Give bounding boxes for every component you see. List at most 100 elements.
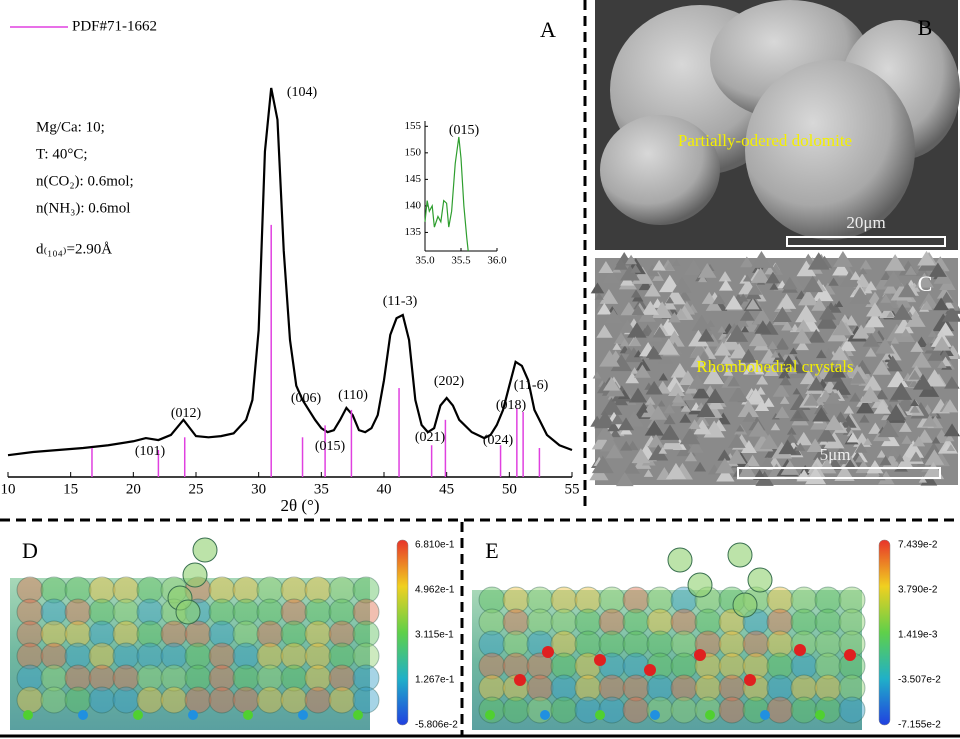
- crystal: [718, 271, 732, 282]
- surface-blob: [112, 576, 140, 604]
- crystal: [692, 384, 710, 399]
- crystal: [795, 319, 812, 332]
- surface-blob: [256, 686, 284, 714]
- scale-bar: [737, 467, 941, 479]
- crystal: [658, 447, 668, 454]
- crystal: [912, 436, 926, 447]
- crystal: [833, 251, 853, 267]
- crystal: [822, 365, 844, 382]
- crystal: [670, 362, 690, 378]
- crystal: [834, 411, 848, 423]
- crystal: [645, 345, 662, 358]
- crystal: [844, 315, 858, 326]
- surface-blob: [790, 586, 818, 614]
- crystal: [831, 319, 852, 336]
- peak-label: (101): [135, 444, 166, 459]
- crystal: [817, 426, 837, 442]
- peak-label: (015): [315, 439, 346, 454]
- crystal: [824, 414, 844, 431]
- x-tick-label: 40: [377, 481, 392, 497]
- atom: [243, 710, 253, 720]
- atom: [815, 710, 825, 720]
- peak-label: (021): [415, 430, 446, 445]
- crystal: [645, 396, 656, 405]
- surface-blob: [766, 630, 794, 658]
- surface-blob: [622, 608, 650, 636]
- crystal: [739, 348, 758, 363]
- crystal: [764, 265, 776, 275]
- crystal: [610, 413, 625, 425]
- surface-blob: [574, 696, 602, 724]
- crystal: [624, 347, 644, 363]
- x-axis-label: 2θ (°): [280, 496, 319, 515]
- x-tick-label: 25: [189, 481, 204, 497]
- crystal: [743, 357, 765, 375]
- crystal: [875, 337, 895, 354]
- colorbar-label: 3.790e-2: [898, 585, 938, 596]
- crystal: [706, 319, 716, 328]
- colorbar-label: 7.439e-2: [898, 540, 938, 551]
- crystal: [620, 301, 638, 316]
- crystal: [824, 390, 842, 404]
- panel-label: E: [485, 538, 498, 563]
- crystal: [612, 342, 622, 350]
- surface-blob: [328, 686, 356, 714]
- crystal: [754, 320, 772, 334]
- crystal: [752, 308, 773, 325]
- crystal: [792, 328, 812, 344]
- crystal: [898, 421, 912, 432]
- adsorbate: [732, 592, 758, 618]
- crystal: [596, 324, 613, 338]
- surface-blob: [64, 620, 92, 648]
- crystal: [644, 283, 661, 297]
- crystal: [855, 460, 872, 474]
- crystal: [726, 324, 749, 342]
- crystal: [944, 433, 955, 442]
- crystal: [792, 387, 801, 395]
- crystal: [738, 293, 749, 302]
- crystal: [599, 289, 619, 304]
- crystal: [933, 297, 950, 311]
- crystal: [605, 444, 624, 459]
- crystal: [665, 462, 687, 480]
- crystal: [807, 252, 830, 270]
- crystal: [909, 404, 920, 413]
- crystal: [830, 345, 849, 361]
- crystal: [895, 453, 905, 462]
- condition: d₍₁₀₄₎=2.90Å: [36, 241, 112, 257]
- crystal: [688, 329, 709, 347]
- crystal: [717, 325, 726, 333]
- crystal: [799, 370, 818, 385]
- crystal: [631, 448, 651, 464]
- crystal: [883, 270, 904, 287]
- surface-blob: [622, 586, 650, 614]
- crystal: [712, 293, 726, 305]
- crystal: [668, 382, 685, 396]
- crystal: [647, 434, 665, 448]
- crystal: [697, 328, 715, 342]
- crystal: [902, 440, 925, 458]
- crystal: [727, 376, 741, 387]
- surface-blob: [304, 686, 332, 714]
- surface-blob: [502, 608, 530, 636]
- crystal: [705, 388, 725, 404]
- crystal: [625, 372, 639, 384]
- crystal: [843, 405, 855, 414]
- crystal: [910, 341, 924, 352]
- surface-blob: [136, 598, 164, 626]
- crystal: [807, 376, 825, 391]
- crystal: [922, 341, 934, 351]
- crystal: [746, 298, 760, 310]
- crystal: [908, 369, 921, 380]
- y-tick-label: 140: [405, 199, 422, 211]
- crystal: [852, 324, 870, 339]
- x-tick-label: 30: [251, 481, 266, 497]
- surface-blob: [88, 576, 116, 604]
- crystal: [747, 388, 765, 402]
- crystal: [774, 337, 790, 350]
- surface-blob: [304, 642, 332, 670]
- crystal: [873, 399, 892, 414]
- atom: [78, 710, 88, 720]
- crystal: [880, 294, 892, 303]
- crystal: [802, 275, 823, 293]
